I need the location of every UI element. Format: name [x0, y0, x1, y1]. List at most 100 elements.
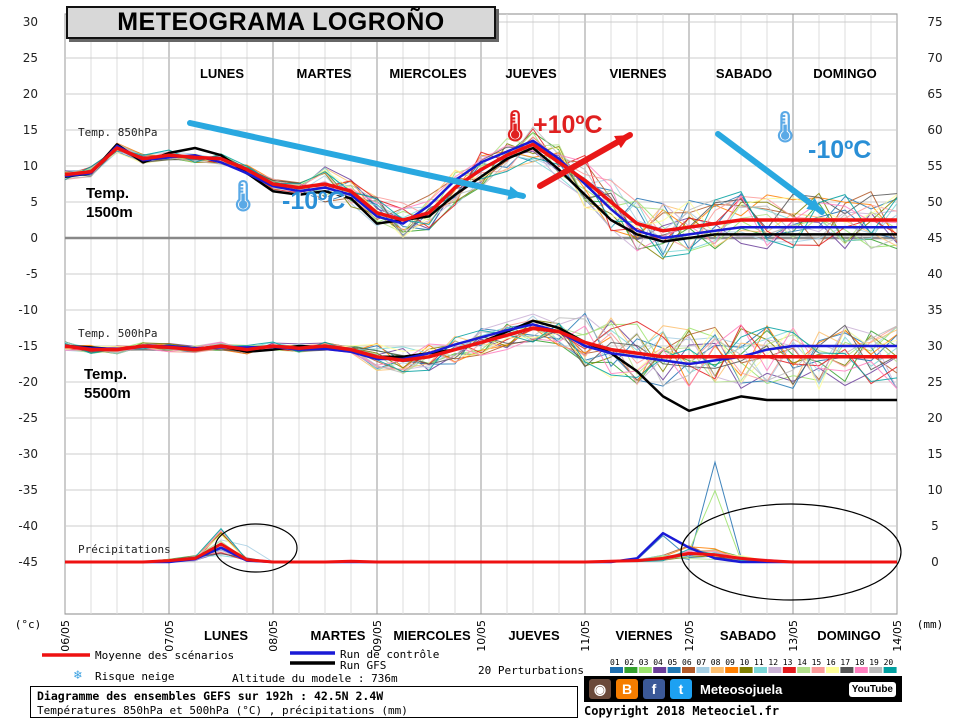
y-left-tick-label: 15 — [23, 123, 38, 137]
perturbation-number: 13 — [782, 658, 793, 667]
x-tick-label: 11/05 — [579, 620, 592, 652]
y-left-tick-label: -45 — [18, 555, 38, 569]
arrow-cooling-1 — [187, 120, 526, 199]
legend-gfs: Run GFS — [340, 659, 387, 672]
perturbation-swatch — [883, 667, 897, 673]
perturbation-number: 10 — [739, 658, 750, 667]
perturbation-number: 08 — [710, 658, 721, 667]
annotation-temp-5500m: Temp. 5500m — [84, 366, 131, 402]
perturbation-number: 05 — [667, 658, 678, 667]
legend-altitude: Altitude du modele : 736m — [232, 672, 398, 685]
x-unit-label: (°c) — [15, 618, 42, 631]
arrow-cooling-2 — [715, 131, 825, 215]
perturbation-number: 06 — [682, 658, 692, 667]
perturbation-number: 04 — [653, 658, 663, 667]
twitter-icon[interactable]: t — [670, 679, 692, 699]
youtube-icon[interactable]: YouTube — [848, 681, 896, 697]
perturbation-number: 18 — [854, 658, 865, 667]
thermometer-cold-icon-2: 🌡 — [766, 111, 805, 144]
perturbation-swatch — [653, 667, 667, 673]
perturbation-swatch — [869, 667, 883, 673]
annotation-warm: +10ºC — [533, 111, 603, 139]
day-label-top: MARTES — [296, 66, 352, 81]
arrow-cooling-2-head — [806, 197, 822, 212]
y-left-tick-label: -15 — [18, 339, 38, 353]
day-label-bottom: MARTES — [310, 628, 366, 643]
y-left-tick-label: 30 — [23, 15, 38, 29]
y-right-tick-label: 70 — [927, 51, 942, 65]
day-label-top: JUEVES — [505, 66, 557, 81]
y-right-tick-label: 55 — [927, 159, 942, 173]
perturbation-swatch — [768, 667, 782, 673]
y-right-tick-label: 60 — [927, 123, 942, 137]
day-label-bottom: VIERNES — [615, 628, 673, 643]
y-left-tick-label: 5 — [30, 195, 38, 209]
perturbation-swatch — [811, 667, 825, 673]
annotation-cold-2: -10ºC — [808, 136, 872, 164]
series-t500_mean — [64, 326, 897, 363]
perturbation-number: 19 — [869, 658, 879, 667]
perturbation-swatch — [624, 667, 638, 673]
x-tick-label: 10/05 — [475, 620, 488, 652]
perturbation-swatch — [797, 667, 811, 673]
y-left-tick-label: 0 — [30, 231, 38, 245]
precip-circle-2 — [680, 503, 902, 601]
chart-title: METEOGRAMA LOGROÑO — [66, 6, 496, 39]
perturbation-number: 09 — [725, 658, 735, 667]
perturbation-number: 07 — [696, 658, 707, 667]
y-left-tick-label: -40 — [18, 519, 38, 533]
perturbation-swatch — [682, 667, 695, 673]
arrow-warming-head — [614, 135, 630, 149]
perturbation-number: 15 — [811, 658, 822, 667]
x-tick-label: 12/05 — [683, 620, 696, 652]
legend-snow: Risque neige — [95, 670, 175, 683]
legend-mean: Moyenne des scénarios — [95, 649, 235, 662]
y-right-tick-label: 35 — [927, 303, 942, 317]
perturbation-number: 20 — [883, 658, 894, 667]
arrow-cooling-1-head — [507, 186, 523, 200]
panel-label: Temp. 500hPa — [78, 327, 157, 340]
footer-info: Diagramme des ensembles GEFS sur 192h : … — [30, 686, 578, 718]
y-right-tick-label: 45 — [927, 231, 942, 245]
y-right-tick-label: 40 — [927, 267, 942, 281]
panel-label: Précipitations — [78, 543, 171, 556]
y-left-tick-label: 20 — [23, 87, 38, 101]
day-label-bottom: MIERCOLES — [393, 628, 471, 643]
day-label-bottom: JUEVES — [508, 628, 560, 643]
thermometer-cold-icon: 🌡 — [224, 180, 263, 213]
day-label-top: LUNES — [199, 66, 245, 81]
perturbation-swatch — [782, 667, 796, 673]
perturbation-swatch — [710, 667, 724, 673]
x-tick-label: 06/05 — [59, 620, 72, 652]
x-tick-label: 08/05 — [267, 620, 280, 652]
y-left-tick-label: -30 — [18, 447, 38, 461]
y-right-tick-label: 0 — [931, 555, 939, 569]
day-label-bottom: DOMINGO — [817, 628, 881, 643]
perturbation-swatch — [840, 667, 854, 673]
legend-control: Run de contrôle — [340, 648, 440, 661]
annotation-cold-1: -10ºC — [282, 187, 346, 215]
panel-label: Temp. 850hPa — [78, 126, 157, 139]
day-label-top: SABADO — [715, 66, 773, 81]
perturbation-number: 11 — [754, 658, 764, 667]
perturbation-swatch — [667, 667, 681, 673]
facebook-icon[interactable]: f — [643, 679, 665, 699]
brand-name: Meteosojuela — [700, 681, 783, 697]
blogger-icon[interactable]: B — [616, 679, 638, 699]
instagram-icon[interactable]: ◉ — [589, 679, 611, 699]
y-right-tick-label: 25 — [927, 375, 942, 389]
ensemble-line-850 — [64, 150, 898, 243]
perturbation-swatch — [754, 667, 767, 673]
perturbation-swatch — [696, 667, 710, 673]
y-right-tick-label: 20 — [927, 411, 942, 425]
perturbation-swatch — [610, 667, 623, 673]
day-label-top: MIERCOLES — [389, 66, 467, 81]
y-right-tick-label: 10 — [927, 483, 942, 497]
x-tick-label: 07/05 — [163, 620, 176, 652]
y-right-tick-label: 65 — [927, 87, 942, 101]
x-tick-label: 09/05 — [371, 620, 384, 652]
perturbation-swatch — [826, 667, 839, 673]
y-left-tick-label: -5 — [26, 267, 38, 281]
perturbation-number: 17 — [840, 658, 851, 667]
